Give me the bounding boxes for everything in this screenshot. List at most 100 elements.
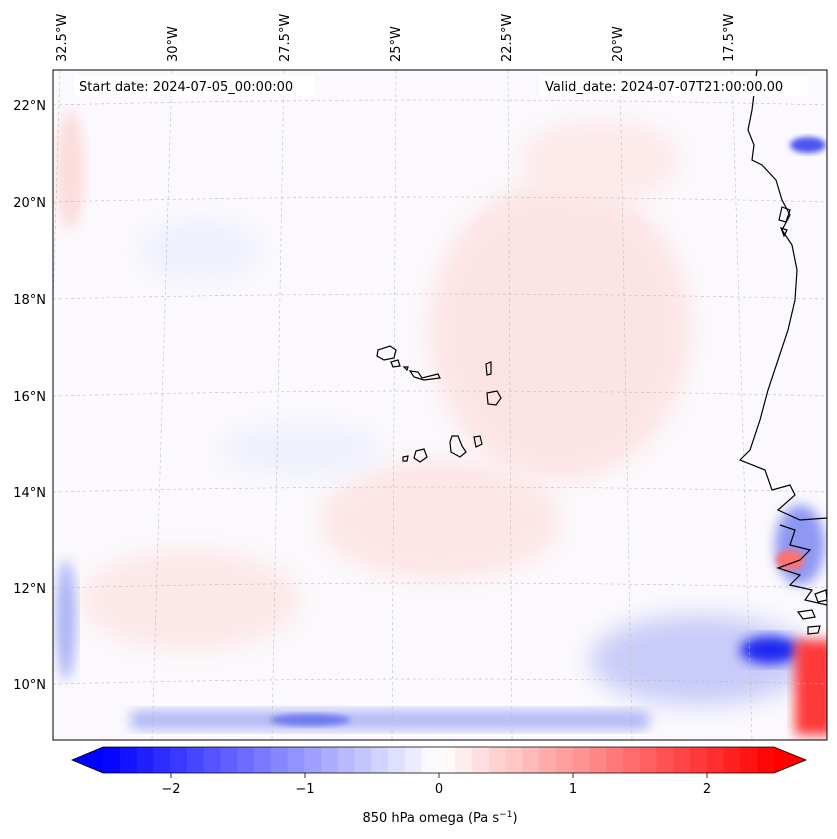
colorbar-cell	[572, 747, 591, 773]
positive-anomaly-south	[320, 460, 560, 580]
colorbar-outline	[70, 746, 808, 774]
cape-verde-islands	[376, 345, 502, 463]
positive-anomaly-edge	[56, 110, 84, 230]
colorbar-cell	[354, 747, 373, 773]
colorbar-cell	[723, 747, 742, 773]
colorbar-cell	[304, 747, 322, 773]
lat-label-18N: 18°N	[13, 293, 46, 308]
colorbar-extend-right	[774, 747, 806, 773]
lon-label-25W: 25°W	[389, 26, 404, 62]
negative-convection-north	[790, 137, 826, 153]
colorbar-cell	[136, 747, 154, 773]
omega-field	[56, 110, 827, 735]
lon-label-22.5W: 22.5°W	[500, 14, 515, 62]
colorbar-tick-label-minus2: −2	[161, 782, 180, 797]
colorbar-cell	[438, 747, 456, 773]
colorbar-cell	[740, 747, 758, 773]
colorbar-cell	[103, 747, 121, 773]
colorbar-cell	[623, 747, 641, 773]
colorbar-cell	[421, 747, 440, 773]
coast-islet-b	[814, 589, 827, 603]
colorbar-cell	[371, 747, 389, 773]
colorbar-cell	[522, 747, 540, 773]
colorbar-cell	[404, 747, 423, 773]
colorbar-cell	[119, 747, 138, 773]
colorbar-cell	[656, 747, 674, 773]
colorbar-cell	[606, 747, 624, 773]
island-sao-vicente	[390, 359, 401, 368]
island-sao-nicolau	[408, 370, 441, 381]
island-santiago	[449, 435, 467, 458]
colorbar-cell	[321, 747, 339, 773]
coast-islet-a	[807, 625, 821, 635]
colorbar-cell	[639, 747, 658, 773]
meridian-22.5	[507, 70, 513, 740]
colorbar-tick-label-0: 0	[435, 782, 443, 797]
bissagos-islands	[796, 609, 816, 620]
lat-label-16N: 16°N	[13, 390, 46, 405]
meridian-30	[151, 70, 173, 740]
meridian-25	[391, 70, 397, 740]
lon-label-32.5W: 32.5°W	[55, 14, 70, 62]
colorbar-cell	[287, 747, 305, 773]
colorbar-cell	[237, 747, 255, 773]
colorbar-cell	[757, 747, 775, 773]
start-date-label: Start date: 2024-07-05_00:00:00	[79, 80, 293, 95]
colorbar: −2 −1 0 1 2 850 hPa omega (Pa s−1)	[70, 746, 808, 826]
meridian-20	[619, 70, 633, 740]
coastlines	[738, 70, 827, 635]
colorbar-cell	[472, 747, 490, 773]
colorbar-cells	[103, 747, 775, 773]
negative-anomaly-mid	[220, 425, 380, 475]
positive-anomaly-central	[430, 180, 690, 480]
positive-anomaly-north	[520, 120, 680, 200]
lat-label-10N: 10°N	[13, 678, 46, 693]
colorbar-cell	[220, 747, 238, 773]
lon-label-30W: 30°W	[166, 26, 181, 62]
island-brava	[402, 455, 409, 462]
colorbar-cell	[337, 747, 356, 773]
colorbar-cell	[690, 747, 708, 773]
africa-coastline-gambia-guinea	[776, 524, 827, 606]
lat-label-12N: 12°N	[13, 582, 46, 597]
colorbar-cell	[455, 747, 473, 773]
map-frame	[52, 69, 828, 741]
meridian-27.5	[271, 70, 285, 740]
positive-anomaly-west	[80, 550, 300, 650]
negative-band-core	[270, 714, 350, 726]
parallel-18	[53, 293, 827, 300]
lat-label-14N: 14°N	[13, 486, 46, 501]
parallel-12	[53, 582, 827, 589]
island-sal	[485, 361, 492, 376]
parallel-14	[53, 486, 827, 493]
valid-date-label: Valid_date: 2024-07-07T21:00:00.00	[545, 80, 783, 95]
negative-anomaly-northwest	[140, 220, 260, 280]
colorbar-ticks	[170, 773, 708, 778]
meridian-17.5	[731, 70, 753, 740]
colorbar-cell	[170, 747, 188, 773]
island-fogo	[413, 448, 428, 463]
start-date-box	[74, 76, 314, 96]
colorbar-cell	[706, 747, 725, 773]
negative-convection-coast	[775, 505, 825, 585]
lon-label-27.5W: 27.5°W	[278, 14, 293, 62]
gridlines	[53, 70, 827, 740]
positive-convection-se	[795, 640, 827, 735]
map-panel: Start date: 2024-07-05_00:00:00 Valid_da…	[52, 69, 828, 741]
colorbar-cell	[186, 747, 205, 773]
negative-convection-core	[740, 636, 800, 664]
colorbar-cell	[673, 747, 691, 773]
colorbar-cell	[153, 747, 171, 773]
lon-label-20W: 20°W	[611, 26, 626, 62]
island-santo-antao	[376, 345, 397, 361]
colorbar-tick-label-2: 2	[703, 782, 711, 797]
colorbar-cell	[555, 747, 574, 773]
parallel-20	[53, 196, 827, 203]
valid-date-box	[540, 76, 808, 96]
coast-islet-c	[778, 206, 791, 223]
colorbar-extend-left	[72, 747, 103, 773]
colorbar-cell	[539, 747, 557, 773]
colorbar-cell	[203, 747, 222, 773]
latitude-labels: 22°N 20°N 18°N 16°N 14°N 12°N 10°N	[13, 99, 46, 693]
